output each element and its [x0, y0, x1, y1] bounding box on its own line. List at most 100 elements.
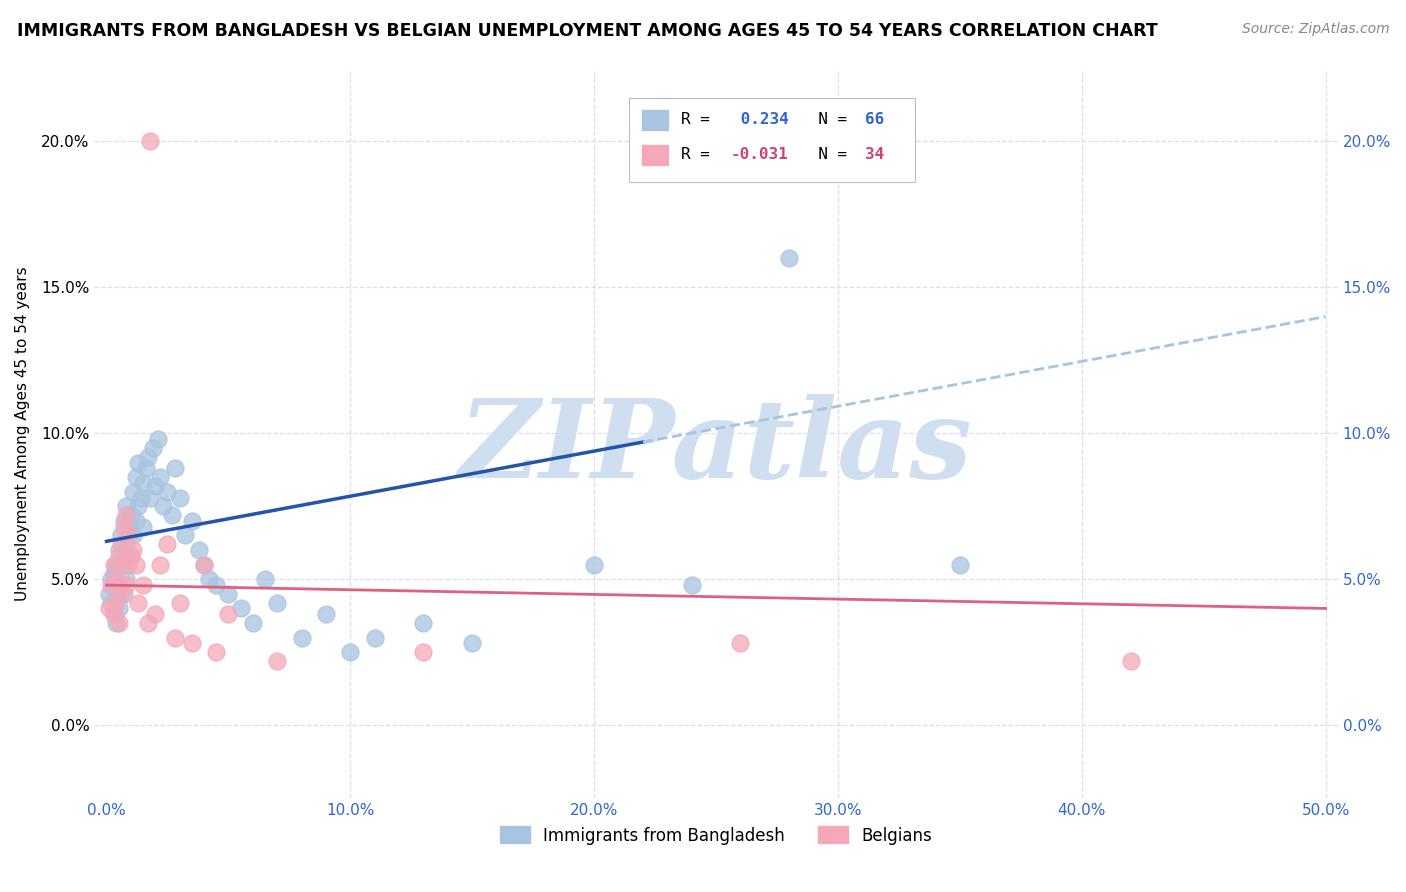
Point: [120, 549, 142, 563]
Point: [412, 645, 434, 659]
Text: N =: N =: [800, 112, 858, 127]
Point: [110, 537, 132, 551]
Text: IMMIGRANTS FROM BANGLADESH VS BELGIAN UNEMPLOYMENT AMONG AGES 45 TO 54 YEARS COR: IMMIGRANTS FROM BANGLADESH VS BELGIAN UN…: [17, 22, 1157, 40]
Point: [103, 566, 125, 581]
Point: [198, 572, 221, 586]
Point: [107, 601, 129, 615]
Y-axis label: Unemployment Among Ages 45 to 54 years: Unemployment Among Ages 45 to 54 years: [15, 266, 30, 600]
Point: [117, 519, 139, 533]
Point: [217, 607, 239, 622]
Point: [132, 578, 155, 592]
Point: [127, 596, 149, 610]
Point: [583, 558, 606, 572]
Point: [100, 578, 122, 592]
Point: [115, 500, 138, 514]
Point: [112, 587, 135, 601]
Point: [122, 484, 145, 499]
Point: [152, 500, 174, 514]
Bar: [641, 109, 669, 130]
Point: [143, 607, 166, 622]
Text: Source: ZipAtlas.com: Source: ZipAtlas.com: [1241, 22, 1389, 37]
Text: ZIPatlas: ZIPatlas: [460, 394, 973, 501]
Point: [112, 519, 135, 533]
Text: -0.031: -0.031: [731, 147, 789, 162]
FancyBboxPatch shape: [628, 98, 915, 182]
Point: [156, 484, 179, 499]
Point: [117, 558, 139, 572]
Point: [364, 631, 387, 645]
Point: [681, 578, 703, 592]
Point: [120, 508, 142, 522]
Point: [163, 631, 186, 645]
Point: [180, 514, 202, 528]
Point: [105, 558, 128, 572]
Text: R =: R =: [682, 112, 720, 127]
Point: [105, 590, 128, 604]
Point: [103, 578, 125, 592]
Point: [115, 508, 138, 522]
Point: [149, 470, 172, 484]
Point: [778, 251, 800, 265]
Point: [100, 596, 122, 610]
Legend: Immigrants from Bangladesh, Belgians: Immigrants from Bangladesh, Belgians: [499, 826, 932, 845]
Point: [139, 491, 162, 505]
Point: [143, 479, 166, 493]
Point: [98, 601, 121, 615]
Point: [103, 558, 125, 572]
Point: [242, 615, 264, 630]
Text: 34: 34: [865, 147, 884, 162]
Point: [169, 596, 191, 610]
Point: [142, 441, 165, 455]
Point: [205, 645, 228, 659]
Point: [412, 615, 434, 630]
Point: [103, 607, 125, 622]
Point: [117, 528, 139, 542]
Point: [135, 461, 157, 475]
Point: [110, 587, 132, 601]
Point: [266, 654, 288, 668]
Point: [253, 572, 276, 586]
Point: [217, 587, 239, 601]
Point: [112, 549, 135, 563]
Text: R =: R =: [682, 147, 720, 162]
Point: [100, 572, 122, 586]
Point: [107, 615, 129, 630]
Point: [115, 572, 138, 586]
Point: [127, 500, 149, 514]
Point: [98, 587, 121, 601]
Point: [112, 558, 135, 572]
Point: [105, 615, 128, 630]
Point: [115, 578, 138, 592]
Point: [169, 491, 191, 505]
Point: [107, 543, 129, 558]
Text: 0.234: 0.234: [731, 112, 789, 127]
Point: [162, 508, 184, 522]
Point: [132, 475, 155, 490]
Point: [339, 645, 361, 659]
Point: [229, 601, 252, 615]
Text: N =: N =: [800, 147, 858, 162]
Point: [127, 456, 149, 470]
Point: [115, 537, 138, 551]
Point: [156, 537, 179, 551]
Point: [136, 615, 159, 630]
Point: [129, 491, 152, 505]
Point: [120, 549, 142, 563]
Point: [266, 596, 288, 610]
Point: [132, 519, 155, 533]
Point: [125, 470, 148, 484]
Point: [125, 558, 148, 572]
Point: [290, 631, 312, 645]
Point: [949, 558, 972, 572]
Point: [107, 549, 129, 563]
Point: [139, 135, 162, 149]
Point: [146, 432, 169, 446]
Point: [103, 607, 125, 622]
Point: [193, 558, 215, 572]
Point: [205, 578, 228, 592]
Point: [110, 558, 132, 572]
Point: [110, 528, 132, 542]
Point: [105, 596, 128, 610]
Bar: [641, 144, 669, 166]
Point: [163, 461, 186, 475]
